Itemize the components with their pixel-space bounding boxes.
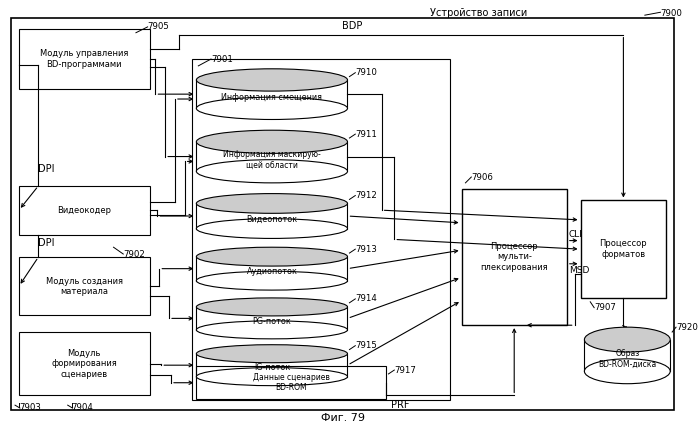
Text: CLI: CLI [569,229,583,239]
Text: 7920: 7920 [676,323,698,332]
Text: 7907: 7907 [594,303,616,312]
Text: Информация смещения: Информация смещения [222,93,322,102]
Ellipse shape [196,247,347,266]
Ellipse shape [196,321,347,339]
Text: 7915: 7915 [355,341,377,350]
Text: 7906: 7906 [471,172,493,181]
Text: 7904: 7904 [71,403,94,412]
Text: PG-поток: PG-поток [252,317,291,326]
Text: DPI: DPI [38,164,55,174]
Text: 7911: 7911 [355,129,377,139]
Text: 7901: 7901 [211,55,233,64]
Ellipse shape [196,219,347,239]
Text: BDP: BDP [343,21,363,31]
Bar [461,189,567,325]
Text: Информация маскирую-
щей области: Информация маскирую- щей области [223,150,321,170]
Text: PRF: PRF [391,400,410,410]
Text: 7913: 7913 [355,245,377,254]
Text: Фиг. 79: Фиг. 79 [321,413,365,423]
Bar [19,186,150,235]
Text: 7912: 7912 [355,191,377,200]
Text: 7917: 7917 [394,365,416,375]
Text: Образ
BD-ROM-диска: Образ BD-ROM-диска [598,349,656,369]
Ellipse shape [196,69,347,91]
Text: Данные сценариев
BD-ROM: Данные сценариев BD-ROM [253,373,330,392]
Ellipse shape [196,345,347,363]
Ellipse shape [196,194,347,213]
Text: Модуль управления
BD-программами: Модуль управления BD-программами [40,49,129,69]
Bar [196,204,347,229]
Ellipse shape [196,130,347,153]
Bar [196,354,347,377]
Ellipse shape [584,327,670,352]
Bar [196,257,347,281]
Text: 7905: 7905 [147,23,169,31]
Text: Устройство записи: Устройство записи [431,8,528,18]
Text: 7910: 7910 [355,68,377,77]
Bar [19,257,150,316]
Text: Модуль
формирования
сценариев: Модуль формирования сценариев [52,349,117,378]
Text: Видеопоток: Видеопоток [246,214,298,223]
Bar [196,366,387,399]
Text: 7914: 7914 [355,294,377,304]
Text: MSD: MSD [569,266,589,275]
Text: IG-поток: IG-поток [254,363,290,372]
Text: Процессор
форматов: Процессор форматов [600,239,647,259]
Bar [192,59,450,400]
Bar [196,307,347,330]
Ellipse shape [196,271,347,290]
Text: 7902: 7902 [123,249,145,259]
Bar [580,200,666,298]
Ellipse shape [584,359,670,384]
Bar [196,80,347,108]
Text: Процессор
мульти-
плексирования: Процессор мульти- плексирования [480,242,548,272]
Text: DPI: DPI [38,238,55,248]
Text: 7900: 7900 [661,9,682,18]
Bar [584,339,670,371]
Ellipse shape [196,368,347,386]
Text: Видеокодер: Видеокодер [57,206,111,215]
Bar [19,332,150,395]
Bar [196,142,347,171]
Ellipse shape [196,160,347,183]
Text: Аудиопоток: Аудиопоток [247,267,297,276]
Text: Модуль создания
материала: Модуль создания материала [45,277,123,296]
Ellipse shape [196,97,347,120]
Text: 7903: 7903 [19,403,41,412]
Bar [19,29,150,89]
Ellipse shape [196,298,347,316]
